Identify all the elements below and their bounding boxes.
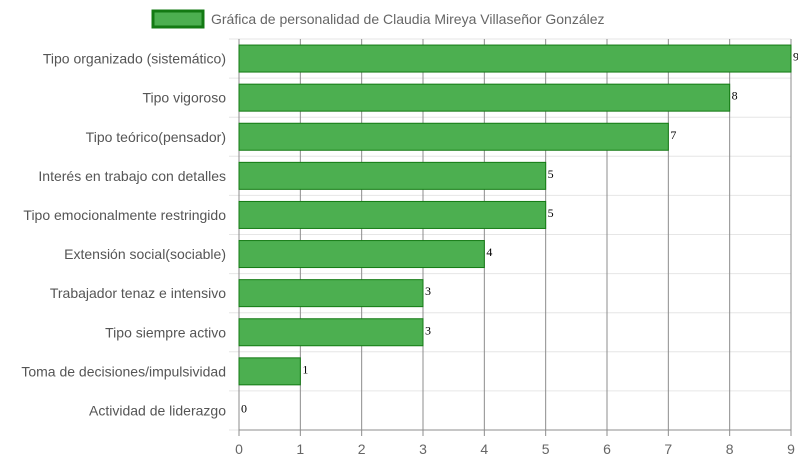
bar[interactable] [238,240,485,269]
bar[interactable] [238,44,792,73]
bar[interactable] [238,279,424,308]
bar[interactable] [238,161,547,190]
category-label: Tipo vigoroso [142,90,226,106]
bar[interactable] [238,357,301,386]
legend-label: Gráfica de personalidad de Claudia Mirey… [211,11,605,27]
value-label: 5 [548,167,554,181]
category-label: Actividad de liderazgo [89,402,226,418]
bar[interactable] [238,83,731,112]
bar[interactable] [238,200,547,229]
value-label: 7 [670,128,676,142]
x-tick-label: 6 [603,441,611,457]
x-tick-label: 3 [419,441,427,457]
category-label: Extensión social(sociable) [64,246,226,262]
x-axis-tick-labels: 0 1 2 3 4 5 6 7 8 9 [235,441,795,457]
x-tick-label: 9 [787,441,795,457]
category-label: Tipo emocionalmente restringido [23,207,226,223]
legend-swatch [151,9,205,29]
bar[interactable] [238,122,669,151]
category-label: Tipo teórico(pensador) [86,129,226,145]
value-label: 3 [425,284,431,298]
category-label: Trabajador tenaz e intensivo [50,285,226,301]
x-tick-label: 8 [726,441,734,457]
category-label: Tipo siempre activo [105,324,226,340]
value-labels: 9 8 7 5 5 4 3 3 1 0 [241,50,798,416]
x-tick-label: 2 [358,441,366,457]
x-tick-label: 0 [235,441,243,457]
bars [238,44,792,386]
value-label: 5 [548,206,554,220]
value-label: 0 [241,401,247,415]
category-label: Toma de decisiones/impulsividad [21,363,226,379]
x-tick-label: 5 [542,441,550,457]
legend[interactable]: Gráfica de personalidad de Claudia Mirey… [151,9,605,29]
bar[interactable] [238,318,424,347]
category-labels: Tipo organizado (sistemático) Tipo vigoro… [21,51,226,419]
category-label: Interés en trabajo con detalles [38,168,226,184]
value-label: 3 [425,323,431,337]
value-label: 1 [302,362,308,376]
x-tick-label: 1 [296,441,304,457]
category-label: Tipo organizado (sistemático) [43,51,226,67]
value-label: 9 [793,50,798,64]
x-tick-label: 7 [664,441,672,457]
x-tick-label: 4 [480,441,488,457]
value-label: 8 [732,89,738,103]
value-label: 4 [486,245,492,259]
